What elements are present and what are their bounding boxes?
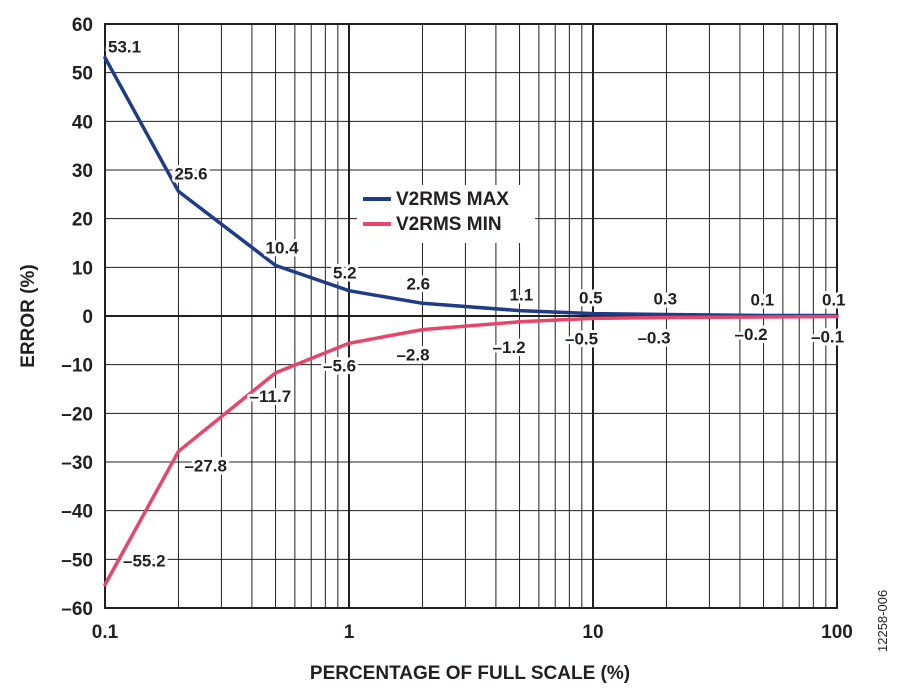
y-axis-title: ERROR (%) [18,264,39,367]
series-line-v2rms-max [103,55,839,318]
data-label: –5.6 [323,356,356,375]
y-tick-label: –10 [61,356,93,377]
x-axis-title: PERCENTAGE OF FULL SCALE (%) [310,663,630,684]
y-tick-label: 0 [82,307,93,328]
y-tick-label: –30 [61,453,93,474]
legend-label: V2RMS MIN [396,214,502,235]
data-label: 53.1 [108,38,141,57]
y-tick-label: 50 [72,64,93,85]
data-label: –0.3 [637,328,670,347]
data-label: 0.3 [653,290,677,309]
x-tick-label: 10 [582,622,603,643]
chart-grid [104,23,838,609]
legend-label: V2RMS MAX [396,189,509,210]
series-line-v2rms-min [103,314,839,587]
data-label: –0.1 [811,327,844,346]
data-label: 2.6 [406,274,430,293]
data-label: –11.7 [250,387,292,406]
data-label: 0.1 [822,291,846,310]
legend: V2RMS MAX V2RMS MIN [357,185,535,243]
y-tick-label: –20 [61,404,93,425]
data-label: 0.5 [579,289,603,308]
data-label: 5.2 [333,264,357,283]
y-tick-label: –60 [61,599,93,620]
data-labels: 53.1 25.6 10.4 5.2 2.6 1.1 0.5 0.3 0.1 0.1 –55.2 –2… [105,35,849,574]
y-tick-label: –50 [61,550,93,571]
data-label: –27.8 [184,456,227,475]
x-tick-label: 1 [344,622,355,643]
data-label: –0.2 [735,325,768,344]
y-tick-label: 40 [72,112,93,133]
series-lines [103,55,839,587]
y-tick-label: 60 [72,15,93,36]
y-tick-label: 10 [72,258,93,279]
y-tick-label: 30 [72,161,93,182]
figure-id: 12258-006 [875,590,890,652]
x-tick-label: 100 [821,622,853,643]
data-label: 10.4 [266,238,300,257]
data-label: 25.6 [174,164,207,183]
y-tick-label: –40 [61,502,93,523]
y-tick-label: 20 [72,210,93,231]
data-label: 1.1 [510,286,534,305]
data-label: 0.1 [751,291,775,310]
data-label: –1.2 [493,338,526,357]
legend-background [357,185,535,243]
data-label: –0.5 [565,329,598,348]
data-label: –55.2 [123,552,166,571]
x-tick-label: 0.1 [92,622,119,643]
data-label: –2.8 [396,346,429,365]
